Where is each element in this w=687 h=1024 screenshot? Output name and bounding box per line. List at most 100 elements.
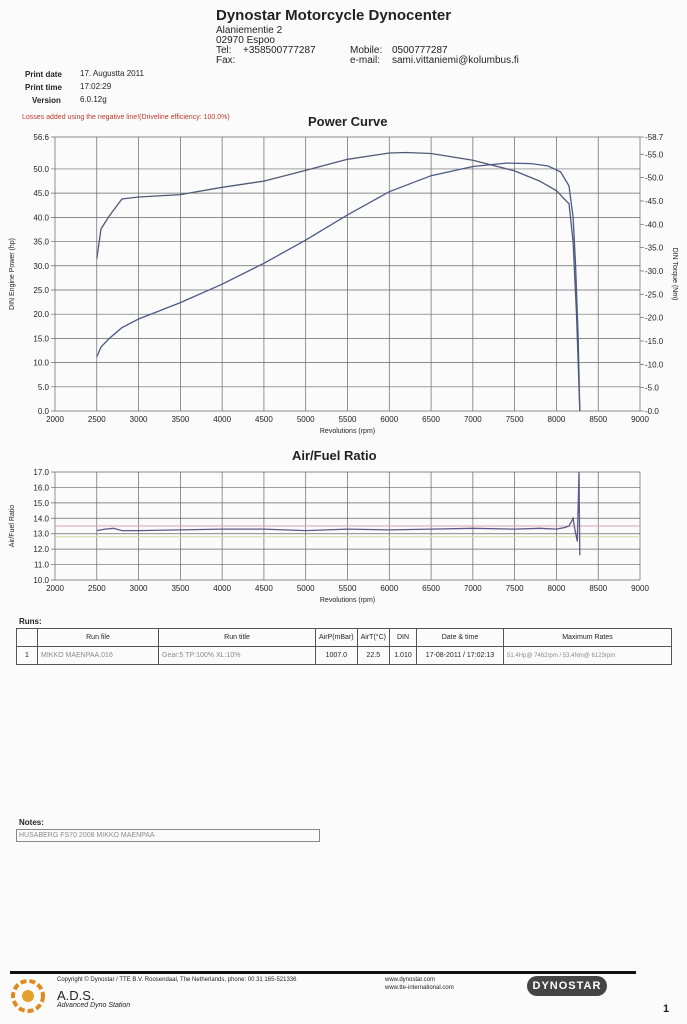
- runs-header-datetime: Date & time: [415, 628, 504, 647]
- x-tick-label: 2500: [88, 584, 106, 593]
- x-tick-label: 3000: [130, 415, 148, 424]
- y-tick-label: 45.0: [33, 189, 49, 198]
- y-tick-label: 13.0: [33, 530, 49, 539]
- x-tick-label: 9000: [631, 584, 649, 593]
- x-tick-label: 9000: [631, 415, 649, 424]
- x-tick-label: 7000: [464, 584, 482, 593]
- website-dynostar[interactable]: www.dynostar.com: [385, 977, 436, 983]
- print-date-value: 17. Augustta 2011: [80, 69, 144, 78]
- x-tick-label: 5000: [297, 584, 315, 593]
- ads-subtitle: Advanced Dyno Station: [57, 1002, 131, 1009]
- tel-value: +358500777287: [243, 45, 316, 56]
- x-tick-label: 6000: [380, 584, 398, 593]
- print-time-label: Print time: [25, 83, 62, 92]
- tel-label: Tel:: [216, 45, 232, 56]
- x-tick-label: 8000: [548, 415, 566, 424]
- x-tick-label: 6500: [422, 584, 440, 593]
- y2-axis-label: DIN Torque (Nm): [671, 248, 678, 301]
- y2-tick-label: -0.0: [645, 407, 659, 416]
- x-tick-label: 4500: [255, 415, 273, 424]
- y-tick-label: 40.0: [33, 213, 49, 222]
- x-tick-label: 3500: [171, 584, 189, 593]
- y-tick-label: 5.0: [38, 383, 50, 392]
- fax-label: Fax:: [216, 55, 236, 66]
- y-tick-label: 30.0: [33, 262, 49, 271]
- x-axis-label: Revolutions (rpm): [320, 428, 375, 435]
- notes-label: Notes:: [19, 818, 44, 827]
- footer-divider: [10, 971, 636, 974]
- y2-tick-label: -45.0: [645, 197, 664, 206]
- run-index: 1: [16, 646, 38, 665]
- runs-header-title: Run title: [158, 628, 316, 647]
- y-tick-label: 35.0: [33, 238, 49, 247]
- run-maxrates: 51.4Hp@ 7462rpm / 53.4Nm@ 6123rpm: [502, 646, 673, 665]
- y-tick-label: 16.0: [33, 483, 49, 492]
- ads-logo-icon: [11, 979, 45, 1013]
- y2-tick-label: -55.0: [645, 150, 664, 159]
- losses-note: Losses added using the negative line!(Dr…: [22, 114, 230, 121]
- y2-tick-label: -20.0: [645, 314, 664, 323]
- run-din: 1.010: [388, 646, 417, 665]
- series-line: [96, 151, 581, 412]
- run-airt: 22.5: [356, 646, 390, 665]
- x-tick-label: 3500: [171, 415, 189, 424]
- afr-chart: 2000 2500 3000 3500 4000 4500 5000 5500 6000 6500…: [9, 468, 649, 604]
- runs-label: Runs:: [19, 617, 42, 626]
- x-tick-label: 5500: [339, 415, 357, 424]
- ads-title: A.D.S.: [57, 988, 95, 1003]
- y-tick-label: 25.0: [33, 286, 49, 295]
- y-tick-label: 15.0: [33, 334, 49, 343]
- version-label: Version: [32, 96, 61, 105]
- y2-tick-label: -30.0: [645, 267, 664, 276]
- y-tick-label: 10.0: [33, 359, 49, 368]
- y-tick-label: 56.6: [33, 133, 49, 142]
- website-tte[interactable]: www.tte-international.com: [385, 985, 454, 991]
- print-date-label: Print date: [25, 70, 62, 79]
- series-line: [96, 162, 581, 412]
- y-tick-label: 20.0: [33, 310, 49, 319]
- power-chart-title: Power Curve: [308, 114, 388, 129]
- x-tick-label: 7000: [464, 415, 482, 424]
- x-tick-label: 2000: [46, 415, 64, 424]
- series-line: [96, 471, 581, 556]
- run-file: MIKKO MAENPAA.016: [37, 646, 159, 665]
- run-airp: 1007.0: [315, 646, 358, 665]
- notes-field[interactable]: HUSABERG FS70 2008 MIKKO MAENPAA: [16, 829, 320, 842]
- runs-header-maxrates: Maximum Rates: [502, 628, 673, 647]
- version-value: 6.0.12g: [80, 95, 107, 104]
- dynostar-logo: DYNOSTAR: [527, 976, 607, 996]
- y-axis-label: Air/Fuel Ratio: [9, 505, 16, 548]
- company-name: Dynostar Motorcycle Dynocenter: [216, 7, 452, 24]
- x-axis-label: Revolutions (rpm): [320, 597, 375, 604]
- runs-header-airt: AirT(°C): [356, 628, 390, 647]
- address-street: Alaniementie 2: [216, 25, 283, 36]
- runs-table: Run file Run title AirP(mBar) AirT(°C) D…: [16, 628, 673, 665]
- x-tick-label: 6500: [422, 415, 440, 424]
- y2-tick-label: -40.0: [645, 220, 664, 229]
- x-tick-label: 2500: [88, 415, 106, 424]
- x-tick-label: 6000: [380, 415, 398, 424]
- runs-header-file: Run file: [37, 628, 159, 647]
- table-row[interactable]: 1 MIKKO MAENPAA.016 Gear:5 TP:100% XL:10…: [16, 646, 673, 665]
- y-tick-label: 0.0: [38, 407, 50, 416]
- mobile-label: Mobile:: [350, 45, 383, 56]
- x-tick-label: 8500: [589, 584, 607, 593]
- y-tick-label: 11.0: [34, 561, 50, 570]
- runs-header-airp: AirP(mBar): [315, 628, 358, 647]
- x-tick-label: 5500: [339, 584, 357, 593]
- power-curve-chart: 2000 2500 3000 3500 4000 4500 5000 5500 6000 6500…: [9, 133, 678, 435]
- print-time-value: 17:02:29: [80, 82, 112, 91]
- x-tick-label: 4000: [213, 415, 231, 424]
- x-tick-label: 5000: [297, 415, 315, 424]
- x-tick-label: 7500: [506, 584, 524, 593]
- y2-tick-label: -35.0: [645, 244, 664, 253]
- runs-header-index: [16, 628, 38, 647]
- email-value: sami.vittaniemi@kolumbus.fi: [392, 55, 519, 66]
- run-datetime: 17-08-2011 / 17:02:13: [415, 646, 504, 665]
- y-tick-label: 15.0: [33, 499, 49, 508]
- afr-chart-title: Air/Fuel Ratio: [292, 448, 377, 463]
- y-axis-label: DIN Engine Power (hp): [9, 238, 16, 310]
- y2-tick-label: -58.7: [645, 133, 664, 142]
- email-label: e-mail:: [350, 55, 381, 66]
- y-tick-label: 10.0: [33, 576, 49, 585]
